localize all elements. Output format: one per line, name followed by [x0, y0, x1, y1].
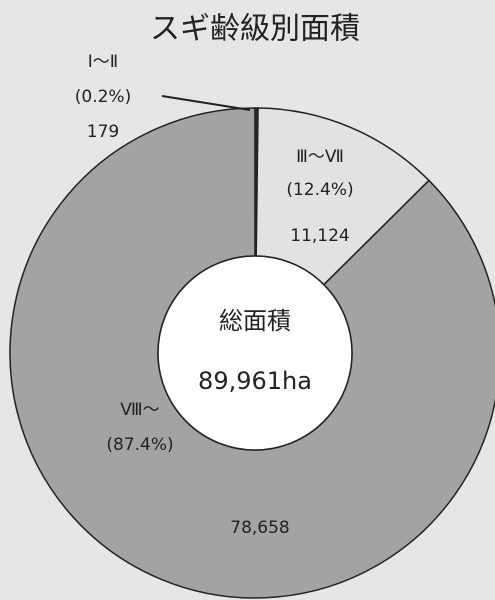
value-label: 78,658: [230, 518, 289, 538]
center-value: 89,961ha: [198, 367, 312, 395]
percent-label: (87.4%): [106, 435, 173, 455]
leader-line: [161, 95, 251, 111]
value-label: 179: [87, 122, 119, 142]
percent-label: (12.4%): [286, 180, 353, 200]
category-label: Ⅷ～: [120, 400, 159, 420]
value-label: 11,124: [290, 226, 349, 246]
chart-title: スギ齢級別面積: [150, 12, 360, 47]
percent-label: (0.2%): [75, 87, 131, 107]
category-label: Ⅰ～Ⅱ: [88, 52, 118, 72]
donut-hole: [157, 255, 353, 451]
category-label: Ⅲ～Ⅶ: [296, 147, 344, 167]
center-title: 総面積: [219, 307, 291, 335]
